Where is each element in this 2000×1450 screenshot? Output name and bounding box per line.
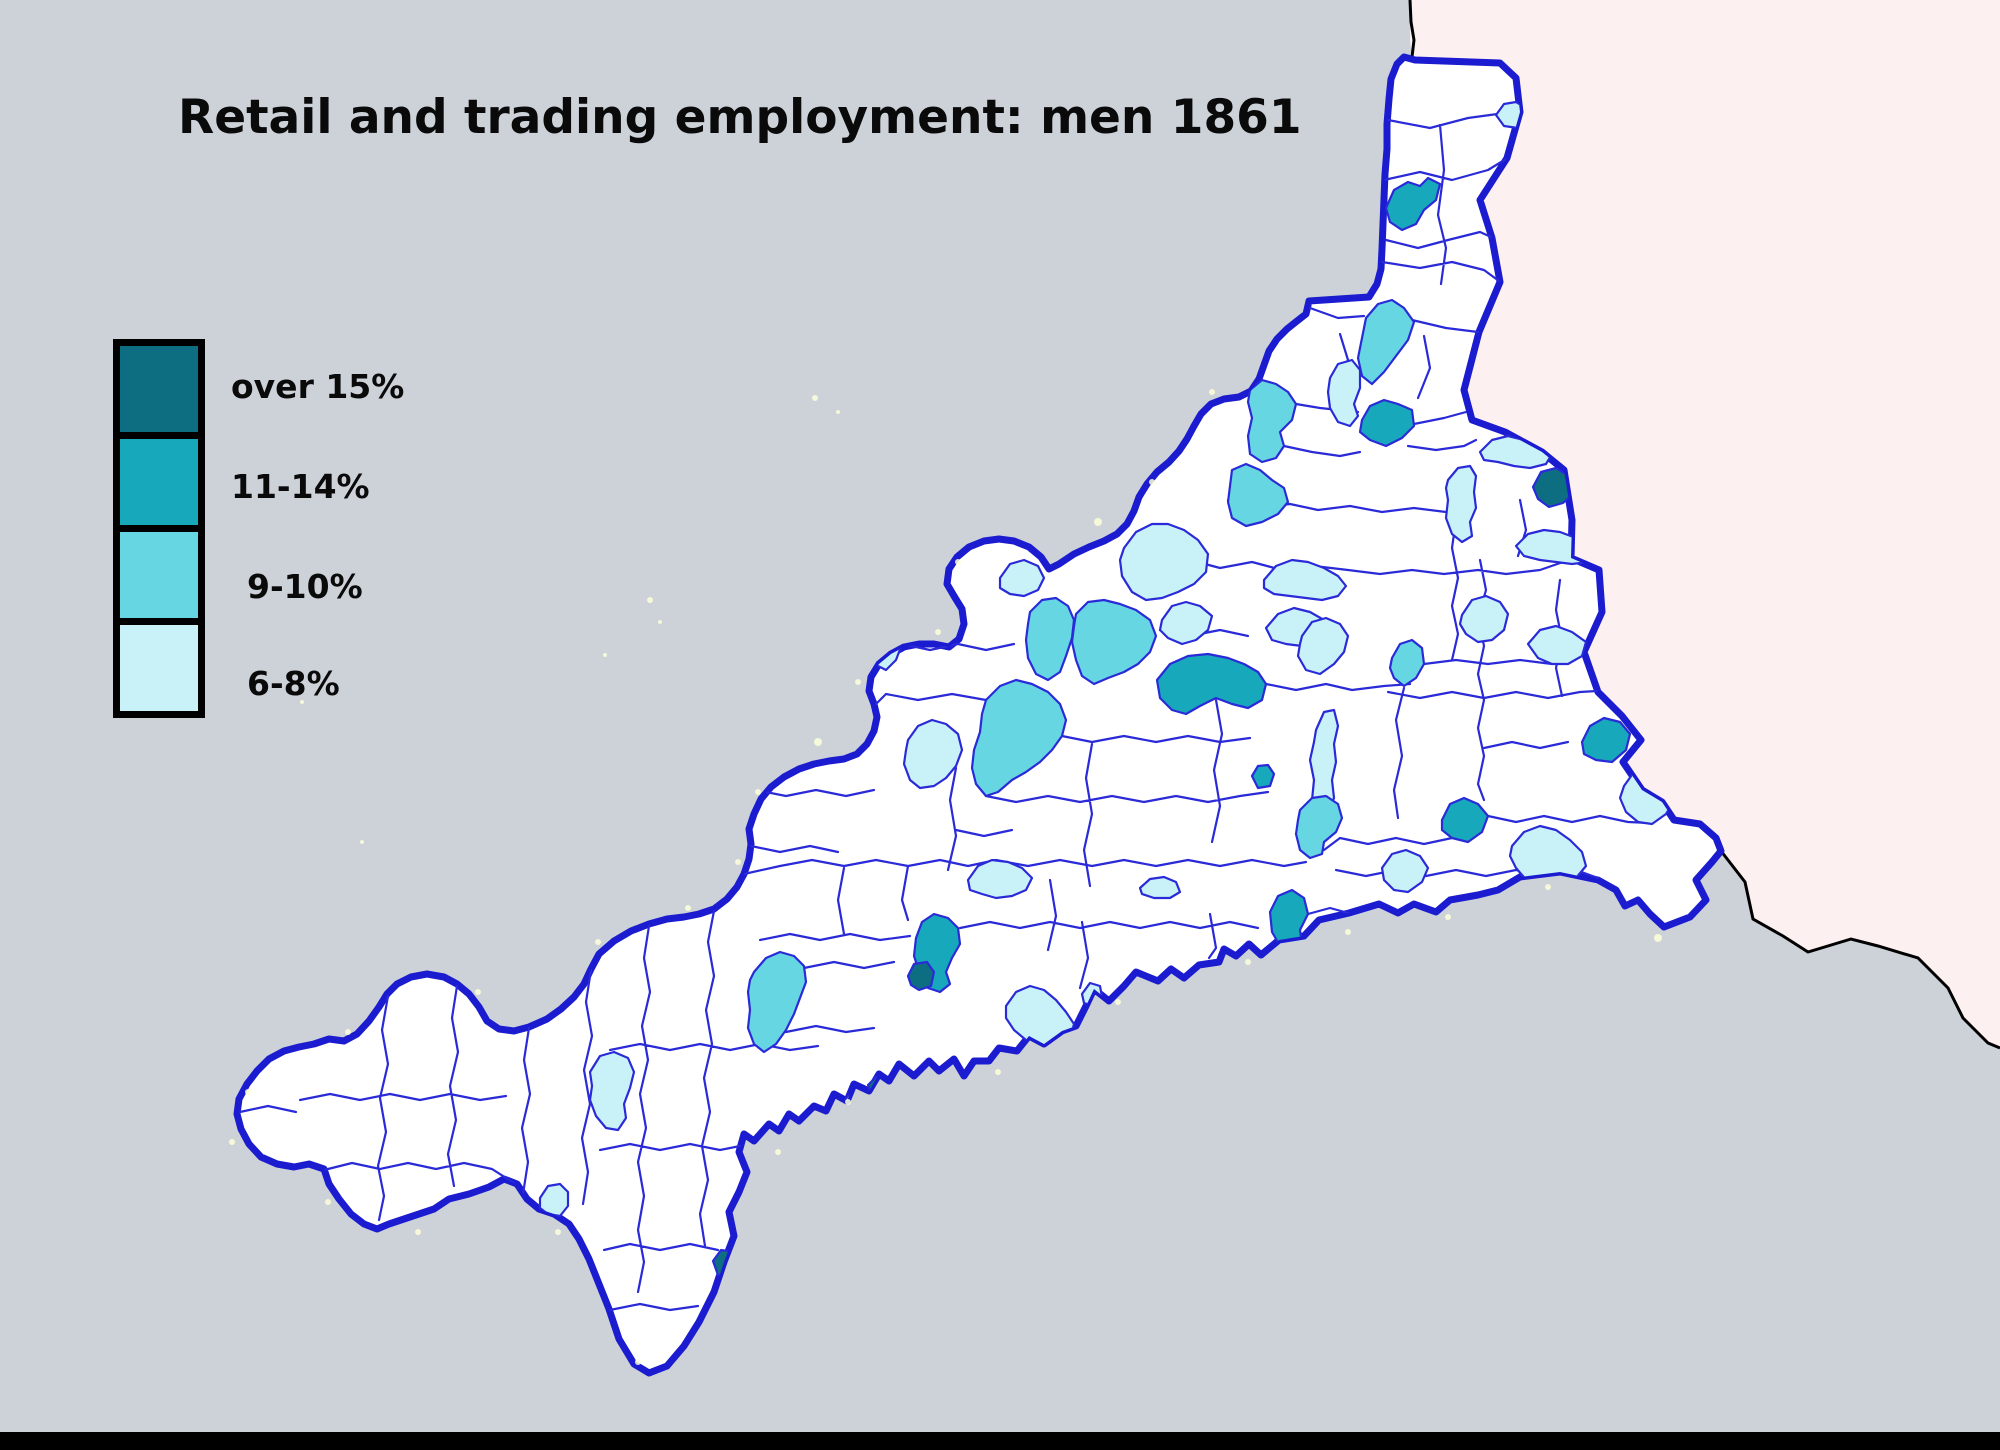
parish-patch: [1526, 624, 1588, 666]
neighbor-coastline-north: [1408, 0, 1416, 58]
parish-patch: [1226, 462, 1290, 528]
parish-patch: [1326, 358, 1362, 428]
bottom-black-bar: [0, 1432, 2000, 1450]
page-title: Retail and trading employment: men 1861: [178, 90, 1302, 145]
legend-swatch-9-10: [113, 525, 205, 625]
parish-patch: [1358, 398, 1416, 448]
parish-patch: [459, 1205, 493, 1238]
parish-patch: [1308, 708, 1340, 820]
legend-label-9-10: 9-10%: [247, 567, 363, 606]
parish-patch: [1158, 600, 1214, 646]
parish-patch: [1155, 652, 1268, 716]
parish-patch: [1444, 464, 1478, 544]
parish-patch: [966, 858, 1034, 900]
legend-label-over-15: over 15%: [231, 367, 405, 406]
parish-patch: [1296, 616, 1350, 676]
parish-patch: [1380, 848, 1430, 894]
parish-patch: [588, 1050, 636, 1132]
parish-patch: [1118, 522, 1210, 602]
legend-swatch-11-14: [113, 432, 205, 532]
parish-patch: [746, 950, 808, 1054]
parish-patch: [1070, 598, 1158, 686]
parish-patch: [1440, 796, 1490, 844]
parishes-11-14: [888, 176, 1632, 1136]
parish-patch: [724, 1280, 810, 1372]
parish-patch: [1384, 176, 1442, 232]
parish-patch: [1508, 824, 1588, 890]
parish-boundaries-west: [238, 909, 912, 1312]
parish-patch: [1262, 558, 1348, 602]
parish-patch: [998, 558, 1046, 598]
legend-label-11-14: 11-14%: [231, 467, 370, 506]
neighbor-county-area: [1410, 0, 2000, 1048]
parishes-9-10: [746, 298, 1426, 1054]
legend-swatch-over-15: [113, 339, 205, 439]
parish-patch: [1356, 298, 1416, 386]
parish-patch: [1580, 716, 1632, 764]
parish-patch: [906, 960, 936, 992]
legend-label-6-8: 6-8%: [247, 664, 340, 703]
parish-patch: [1246, 378, 1298, 464]
parish-patch: [538, 1182, 570, 1218]
coastal-speckles: [229, 389, 1662, 1365]
neighbor-coastline-south: [1719, 850, 2000, 1050]
parish-patch: [1268, 888, 1310, 954]
parish-patch: [832, 1294, 856, 1350]
parish-patch: [970, 678, 1068, 798]
parish-patch: [888, 1104, 926, 1136]
parish-patch: [1458, 594, 1510, 644]
legend-swatch-6-8: [113, 618, 205, 718]
parish-patch: [1294, 794, 1344, 860]
parish-patch: [1024, 596, 1076, 682]
parish-patch: [1138, 875, 1182, 900]
county-outline: [233, 53, 1725, 1377]
parish-patch: [1250, 763, 1276, 790]
parish-patch: [1388, 638, 1426, 688]
parish-patch: [902, 718, 964, 790]
